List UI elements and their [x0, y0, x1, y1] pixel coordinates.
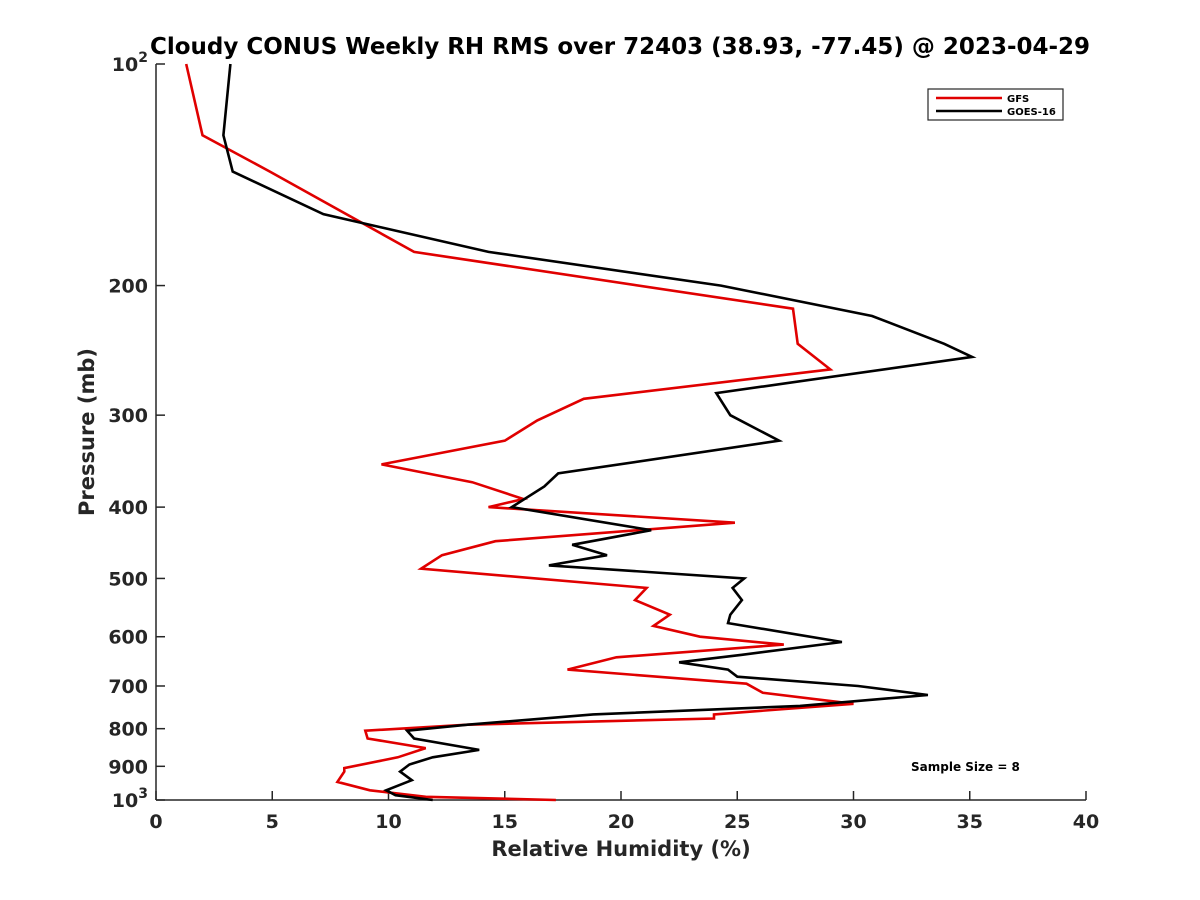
- x-tick-label: 35: [957, 811, 983, 833]
- y-tick-label: 200: [108, 276, 148, 298]
- y-tick-label: 400: [108, 497, 148, 519]
- legend-goes16-label: GOES-16: [1007, 107, 1056, 118]
- legend-gfs-label: GFS: [1007, 94, 1029, 105]
- x-tick-label: 10: [375, 811, 401, 833]
- y-tick-label: 800: [108, 719, 148, 741]
- x-tick-label: 5: [266, 811, 279, 833]
- x-tick-label: 20: [608, 811, 634, 833]
- x-tick-label: 25: [724, 811, 750, 833]
- x-tick-label: 40: [1073, 811, 1099, 833]
- y-tick-label: 900: [108, 756, 148, 778]
- x-tick-label: 0: [149, 811, 162, 833]
- sample-size-annotation: Sample Size = 8: [911, 760, 1020, 774]
- y-tick-label: 300: [108, 405, 148, 427]
- y-tick-label: 102: [112, 50, 148, 76]
- y-tick-label: 500: [108, 568, 148, 590]
- series-line-goes16: [222, 63, 977, 802]
- x-tick-label: 15: [492, 811, 518, 833]
- x-axis-ticks: 0 5 10 15 20 25 30 35 40: [149, 791, 1099, 833]
- series-line-gfs: [184, 63, 854, 802]
- plot-area: [155, 64, 1086, 801]
- x-axis-label: Relative Humidity (%): [491, 837, 750, 861]
- series-layer: [184, 63, 977, 802]
- legend-box: [927, 88, 1064, 121]
- chart-title: Cloudy CONUS Weekly RH RMS over 72403 (3…: [150, 34, 1090, 60]
- y-tick-label: 103: [112, 786, 148, 812]
- y-axis-ticks: 102 200 300 400 500 600 700 800 900 103: [108, 50, 165, 812]
- legend: GFS GOES-16: [927, 88, 1064, 121]
- y-axis-label: Pressure (mb): [75, 348, 99, 516]
- y-tick-label: 600: [108, 627, 148, 649]
- y-tick-label: 700: [108, 676, 148, 698]
- x-tick-label: 30: [840, 811, 866, 833]
